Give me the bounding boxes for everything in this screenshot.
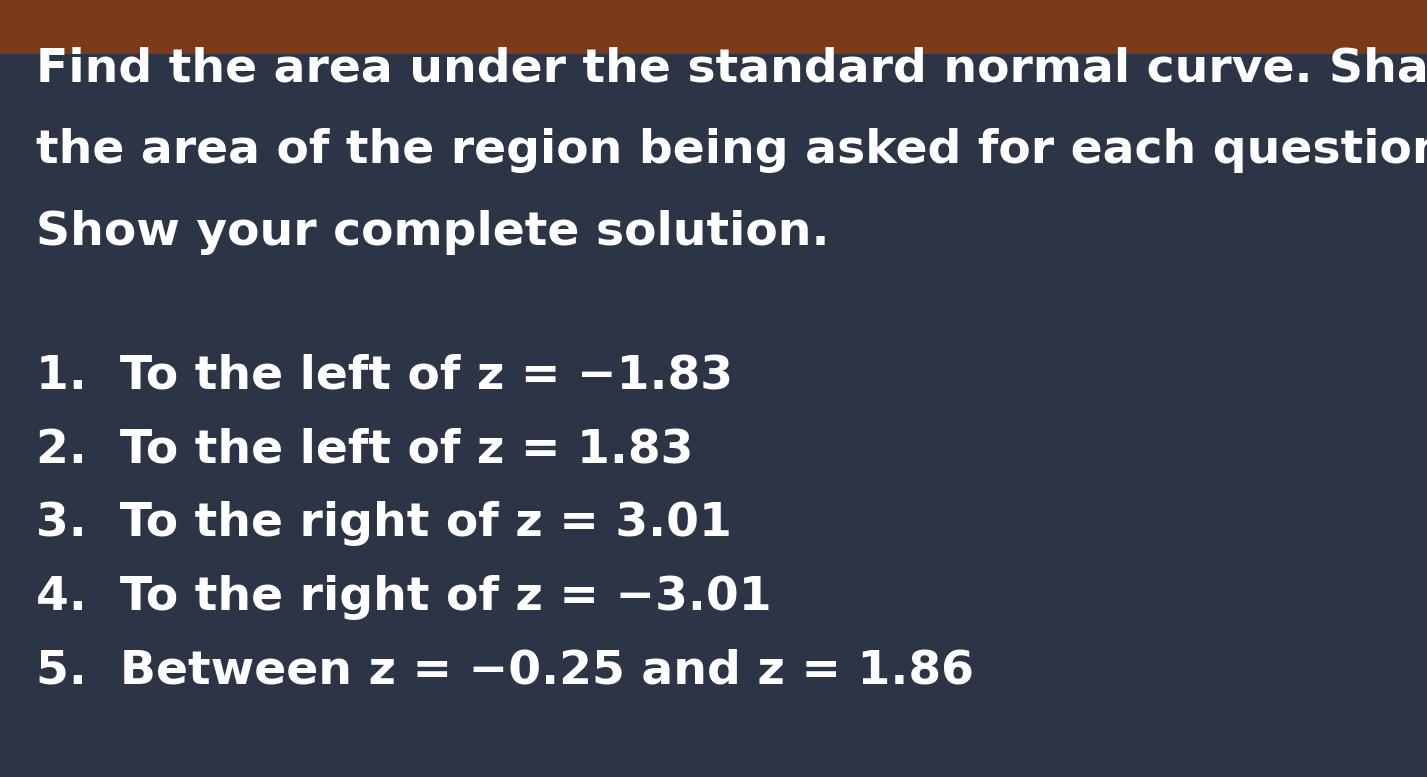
Text: 3.  To the right of z = 3.01: 3. To the right of z = 3.01	[36, 501, 732, 546]
Text: the area of the region being asked for each question.: the area of the region being asked for e…	[36, 128, 1427, 173]
Text: 2.  To the left of z = 1.83: 2. To the left of z = 1.83	[36, 427, 694, 472]
Bar	[0, 0, 1427, 54]
Text: 1.  To the left of z = −1.83: 1. To the left of z = −1.83	[36, 354, 732, 399]
Text: 4.  To the right of z = −3.01: 4. To the right of z = −3.01	[36, 575, 772, 620]
Text: 5.  Between z = −0.25 and z = 1.86: 5. Between z = −0.25 and z = 1.86	[36, 649, 973, 694]
Text: Find the area under the standard normal curve. Shade: Find the area under the standard normal …	[36, 47, 1427, 92]
Text: Show your complete solution.: Show your complete solution.	[36, 210, 829, 255]
